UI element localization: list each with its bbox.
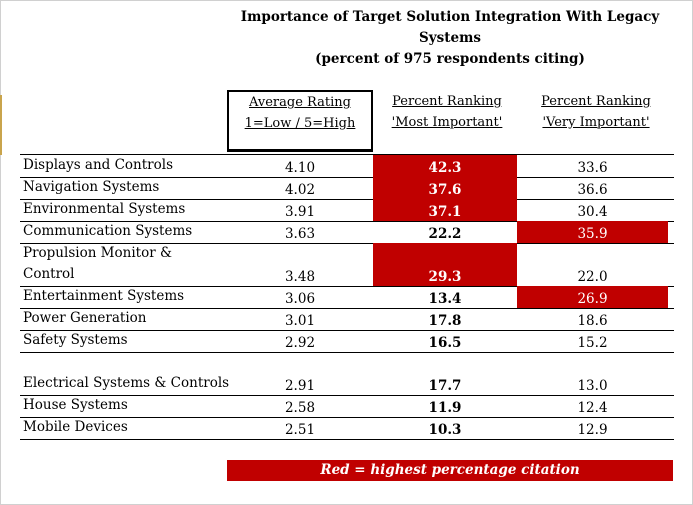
most-important-cell: 17.8 <box>428 313 462 329</box>
most-important-cell: 17.7 <box>428 378 462 394</box>
table-row: Entertainment Systems 3.06 13.4 26.9 <box>20 286 674 309</box>
most-important-cell: 16.5 <box>428 335 462 351</box>
very-important-cell: 13.0 <box>577 378 608 394</box>
most-important-cell: 13.4 <box>428 291 462 307</box>
column-header-most-line1: Percent Ranking <box>392 94 502 109</box>
row-label: Propulsion Monitor & Control <box>23 243 233 286</box>
very-important-cell: 35.9 <box>517 221 668 243</box>
most-important-cell: 11.9 <box>428 400 462 416</box>
row-label: Electrical Systems & Controls <box>23 352 233 395</box>
average-rating-cell: 3.06 <box>284 291 316 307</box>
row-label: Communication Systems <box>23 221 233 243</box>
table-top-rule <box>20 154 674 155</box>
very-important-cell: 36.6 <box>577 182 608 198</box>
very-important-cell: 18.6 <box>577 313 608 329</box>
column-header-average-rating: Average Rating 1=Low / 5=High <box>227 90 373 152</box>
most-important-cell: 22.2 <box>428 226 462 242</box>
very-important-cell: 26.9 <box>517 286 668 308</box>
row-label-line: Displays and Controls <box>23 157 174 173</box>
row-label-line: Environmental Systems <box>23 201 186 217</box>
very-important-cell: 12.4 <box>577 400 608 416</box>
chart-subtitle: (percent of 975 respondents citing) <box>315 51 585 67</box>
column-header-very-line2: 'Very Important' <box>542 115 650 130</box>
table-row: Propulsion Monitor & Control 3.48 29.3 22.0 <box>20 243 674 287</box>
row-label: Entertainment Systems <box>23 286 233 308</box>
row-label: Mobile Devices <box>23 417 233 439</box>
very-important-cell: 15.2 <box>577 335 608 351</box>
very-important-cell: 22.0 <box>577 269 608 285</box>
row-label-line: Navigation Systems <box>23 179 160 195</box>
row-label-line: Safety Systems <box>23 332 128 348</box>
chart-title-line2: Systems <box>419 30 481 46</box>
most-important-cell: 37.1 <box>373 199 517 221</box>
table-row: Displays and Controls 4.10 42.3 33.6 <box>20 155 674 178</box>
table-row: Mobile Devices 2.51 10.3 12.9 <box>20 417 674 440</box>
table-row: Environmental Systems 3.91 37.1 30.4 <box>20 199 674 222</box>
average-rating-cell: 3.63 <box>284 226 316 242</box>
very-important-cell: 30.4 <box>577 204 608 220</box>
most-important-cell: 42.3 <box>373 155 517 177</box>
row-label-line: Power Generation <box>23 310 147 326</box>
table-row: Communication Systems 3.63 22.2 35.9 <box>20 221 674 244</box>
column-header-most-important: Percent Ranking 'Most Important' <box>378 91 516 133</box>
row-label-line: Communication Systems <box>23 223 193 239</box>
column-header-most-line2: 'Most Important' <box>391 115 503 130</box>
row-label-line: Entertainment Systems <box>23 288 185 304</box>
most-important-cell: 29.3 <box>373 243 517 286</box>
average-rating-cell: 4.02 <box>284 182 316 198</box>
row-label: Safety Systems <box>23 330 233 352</box>
table-row: Safety Systems 2.92 16.5 15.2 <box>20 330 674 353</box>
average-rating-cell: 4.10 <box>284 160 316 176</box>
column-header-average-line1: Average Rating <box>249 95 351 110</box>
column-header-very-important: Percent Ranking 'Very Important' <box>522 91 670 133</box>
very-important-cell: 12.9 <box>577 422 608 438</box>
row-label-line: Control <box>23 266 75 282</box>
average-rating-cell: 3.91 <box>284 204 316 220</box>
average-rating-cell: 3.48 <box>284 269 316 285</box>
most-important-cell: 10.3 <box>428 422 462 438</box>
column-header-very-line1: Percent Ranking <box>541 94 651 109</box>
average-rating-cell: 3.01 <box>284 313 316 329</box>
row-label: Power Generation <box>23 308 233 330</box>
chart-title: Importance of Target Solution Integratio… <box>240 9 660 25</box>
row-label-line: House Systems <box>23 397 128 413</box>
legend-note: Red = highest percentage citation <box>227 460 673 481</box>
row-label: Displays and Controls <box>23 155 233 177</box>
average-rating-cell: 2.58 <box>284 400 316 416</box>
average-rating-cell: 2.92 <box>284 335 316 351</box>
most-important-cell: 37.6 <box>373 177 517 199</box>
row-label-line: Propulsion Monitor & <box>23 245 172 261</box>
average-rating-cell: 2.91 <box>284 378 316 394</box>
table-row: Navigation Systems 4.02 37.6 36.6 <box>20 177 674 200</box>
table-row: Power Generation 3.01 17.8 18.6 <box>20 308 674 331</box>
row-label: House Systems <box>23 395 233 417</box>
row-label-line: Electrical Systems & Controls <box>23 375 230 391</box>
average-rating-cell: 2.51 <box>284 422 316 438</box>
row-label: Environmental Systems <box>23 199 233 221</box>
table-row: House Systems 2.58 11.9 12.4 <box>20 395 674 418</box>
row-label: Navigation Systems <box>23 177 233 199</box>
column-header-average-line2: 1=Low / 5=High <box>244 116 356 131</box>
table-row: Electrical Systems & Controls 2.91 17.7 13.… <box>20 352 674 396</box>
very-important-cell: 33.6 <box>577 160 608 176</box>
left-accent-bar <box>0 95 2 155</box>
row-label-line: Mobile Devices <box>23 419 128 435</box>
